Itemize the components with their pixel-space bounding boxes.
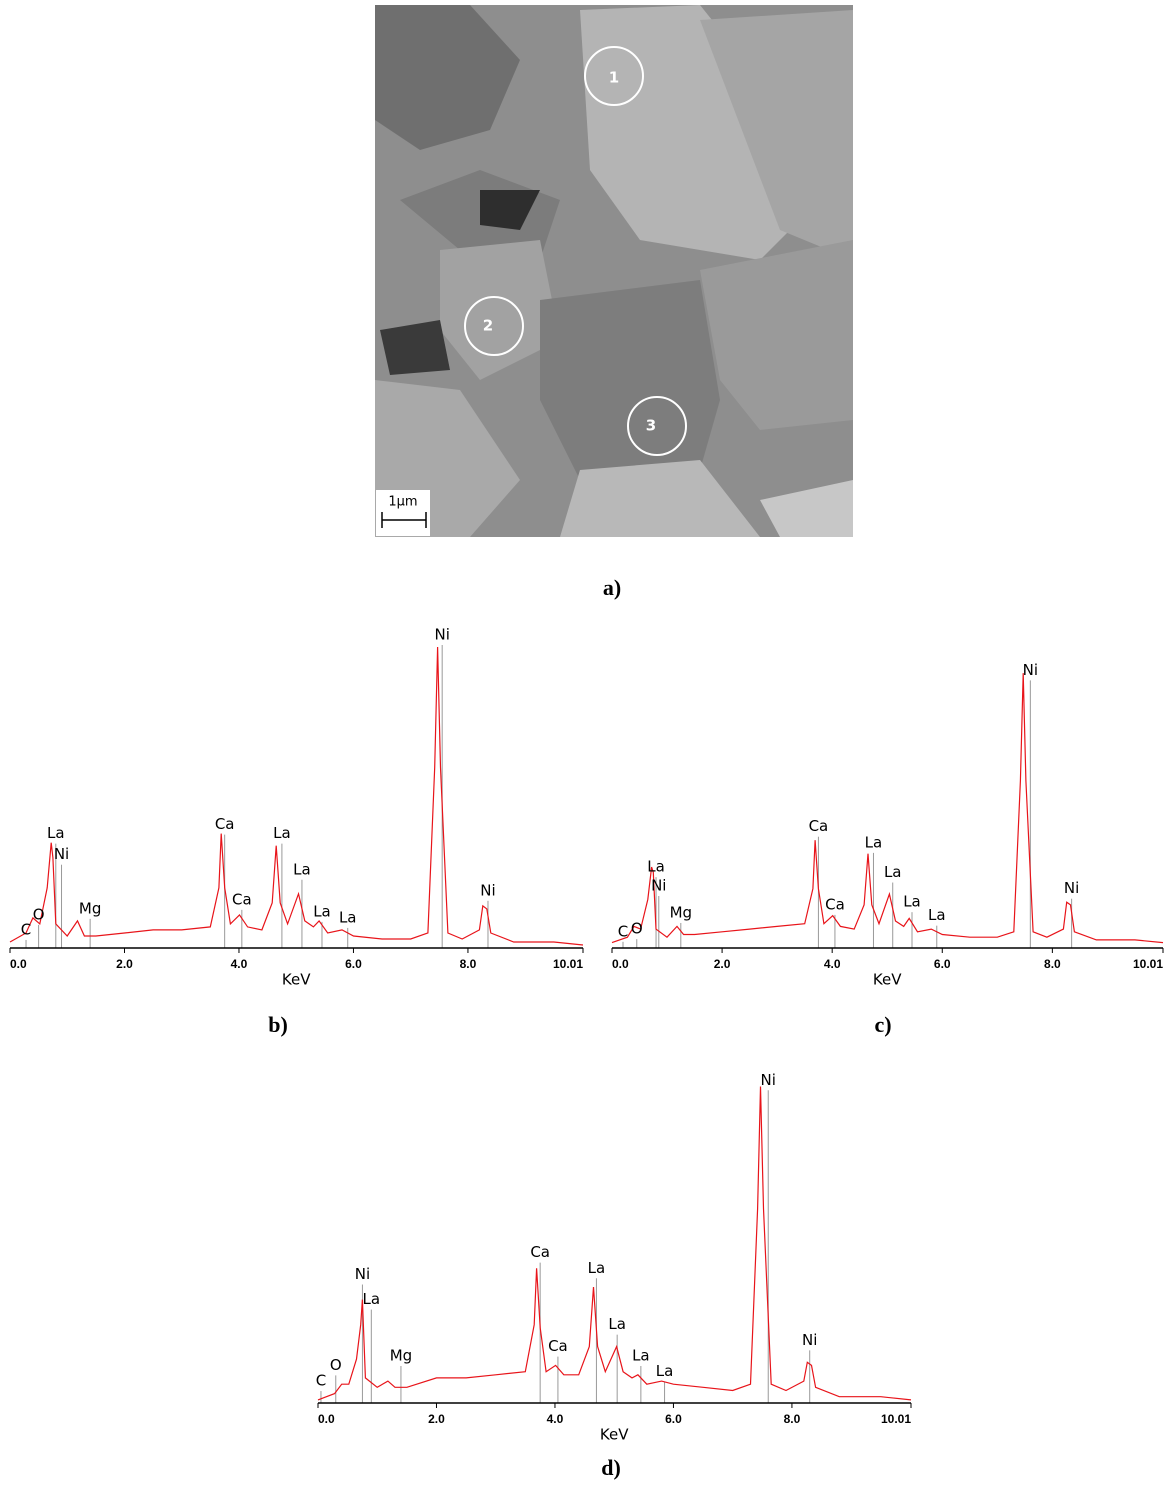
panel-label: c) [874, 1012, 891, 1037]
x-axis-label: KeV [282, 971, 311, 989]
peak-label: Ca [825, 895, 845, 913]
peak-label: C [618, 922, 628, 940]
x-tick-label: 2.0 [714, 957, 731, 971]
peak-label: Ni [1023, 661, 1038, 679]
panel-label: b) [268, 1012, 288, 1037]
x-tick-label: 6.0 [345, 957, 362, 971]
peak-label: La [647, 858, 665, 876]
peak-label: Ni [802, 1331, 817, 1349]
x-tick-label: 2.0 [428, 1412, 445, 1426]
peak-label: Ca [215, 815, 235, 833]
peak-label: La [47, 824, 65, 842]
peak-label: La [656, 1362, 674, 1380]
x-tick-label: 2.0 [116, 957, 133, 971]
peak-label: C [21, 920, 31, 938]
peak-label: O [631, 920, 643, 938]
peak-label: Ni [355, 1265, 370, 1283]
x-axis-label: KeV [873, 971, 902, 989]
peak-label: Ni [434, 626, 449, 644]
x-tick-label: 6.0 [665, 1412, 682, 1426]
x-tick-label: 0.0 [10, 957, 27, 971]
spectrum-line [611, 673, 1164, 944]
x-tick-label: 4.0 [547, 1412, 564, 1426]
marker-label: 2 [483, 317, 493, 335]
x-tick-label: 10.01 [881, 1412, 911, 1426]
peak-label: La [608, 1315, 626, 1333]
peak-label: La [293, 860, 311, 878]
peak-label: La [865, 833, 883, 851]
peak-label: O [33, 905, 45, 923]
peak-label: La [632, 1347, 650, 1365]
peak-label: Ni [1064, 879, 1079, 897]
peak-label: La [273, 824, 291, 842]
panel-label: a) [603, 575, 621, 600]
marker-label: 3 [646, 417, 656, 435]
x-tick-label: 10.01 [1133, 957, 1163, 971]
peak-label: Ni [761, 1071, 776, 1089]
peak-label: Ca [232, 890, 252, 908]
peak-label: Ni [651, 877, 666, 895]
peak-label: La [313, 902, 331, 920]
peak-label: La [928, 906, 946, 924]
peak-label: La [588, 1259, 606, 1277]
marker-label: 1 [609, 69, 619, 87]
x-tick-label: 8.0 [460, 957, 477, 971]
peak-label: O [330, 1356, 342, 1374]
peak-label: Ni [480, 881, 495, 899]
x-axis-label: KeV [600, 1426, 629, 1444]
x-tick-label: 0.0 [612, 957, 629, 971]
peak-label: La [903, 893, 921, 911]
peak-label: Mg [390, 1347, 412, 1365]
x-tick-label: 4.0 [231, 957, 248, 971]
sem-image: 1 2 3 1μm [375, 5, 853, 537]
peak-label: Mg [79, 899, 101, 917]
x-tick-label: 10.01 [553, 957, 583, 971]
spectrum-line [317, 1086, 912, 1401]
peak-label: Ca [530, 1243, 550, 1261]
x-tick-label: 8.0 [784, 1412, 801, 1426]
x-tick-label: 0.0 [318, 1412, 335, 1426]
peak-label: La [363, 1290, 381, 1308]
x-tick-label: 4.0 [824, 957, 841, 971]
x-tick-label: 6.0 [934, 957, 951, 971]
panel-label: d) [601, 1455, 621, 1480]
peak-label: Ca [809, 817, 829, 835]
x-tick-label: 8.0 [1044, 957, 1061, 971]
scale-bar-label: 1μm [388, 495, 417, 510]
peak-label: Mg [670, 903, 692, 921]
peak-label: C [316, 1372, 326, 1390]
peak-label: Ni [54, 845, 69, 863]
spectrum-line [9, 646, 584, 946]
peak-label: Ca [548, 1337, 568, 1355]
peak-label: La [339, 908, 357, 926]
peak-label: La [884, 863, 902, 881]
